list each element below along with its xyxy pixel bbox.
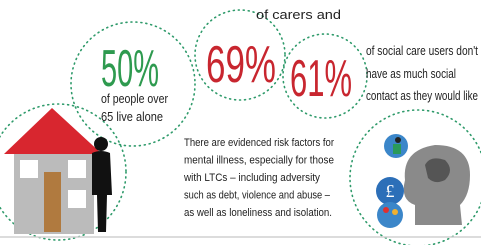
stat-text: 65 live alone bbox=[101, 110, 163, 124]
stat-text: have as much social bbox=[366, 67, 456, 81]
note-line: as well as loneliness and isolation. bbox=[184, 207, 332, 219]
note-line: There are evidenced risk factors for bbox=[184, 137, 334, 149]
stat-text: of social care users don't bbox=[366, 44, 478, 58]
note-line: mental illness, especially for those bbox=[184, 155, 334, 167]
note-paragraph: There are evidenced risk factors for ment… bbox=[183, 137, 334, 219]
house-icon bbox=[4, 108, 112, 234]
stat-text: of carers and bbox=[256, 8, 341, 22]
head-icon: £ bbox=[376, 134, 470, 228]
pound-icon: £ bbox=[386, 181, 395, 201]
stat-figure: 69% bbox=[206, 36, 276, 94]
stat-text: contact as they would like bbox=[366, 89, 478, 103]
stat-figure: 50% bbox=[101, 40, 159, 98]
stat-text: of people over bbox=[101, 92, 168, 106]
infographic: £ 50% of people over 65 live alone 69% o… bbox=[0, 0, 481, 245]
note-line: such as debt, violence and abuse – bbox=[184, 190, 331, 202]
note-line: with LTCs – including adversity bbox=[183, 172, 320, 184]
stat-figure: 61% bbox=[290, 50, 352, 108]
